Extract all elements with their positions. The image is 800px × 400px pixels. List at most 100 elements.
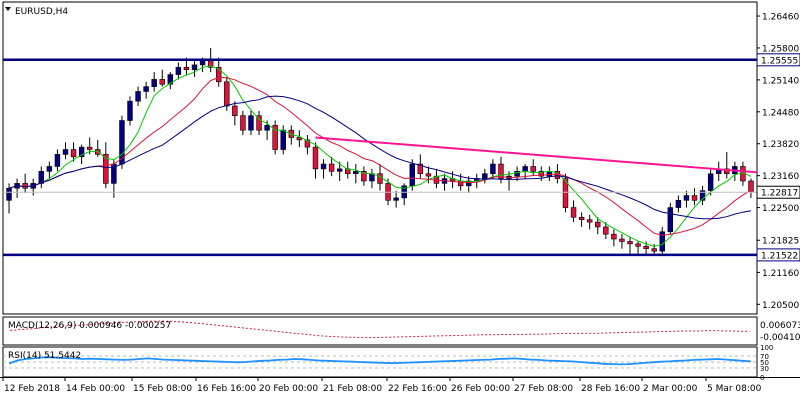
macd-tick-label: -0.004104 — [760, 333, 800, 343]
candle-body — [159, 79, 165, 85]
candle-body — [643, 245, 649, 249]
main-panel-frame — [2, 1, 758, 315]
current-price-label: 1.22817 — [761, 189, 798, 199]
candle-body — [586, 219, 593, 223]
candle-body — [603, 226, 609, 235]
candle-body — [70, 149, 77, 158]
macd-tick-label: 0.006073 — [760, 321, 800, 331]
price-tick-label: 1.25800 — [762, 44, 799, 54]
rsi-line — [8, 356, 751, 366]
rsi-tick-label: 50 — [760, 359, 769, 367]
time-tick-label: 21 Feb 08:00 — [323, 384, 382, 394]
candle-body — [183, 67, 190, 71]
candle-body — [224, 81, 230, 107]
candle-body — [627, 241, 633, 245]
candle-body — [151, 79, 157, 87]
time-tick-label: 26 Feb 00:00 — [451, 384, 510, 394]
candle-body — [675, 200, 682, 208]
moving-averages — [8, 65, 752, 247]
candle-body — [22, 183, 28, 189]
candle-body — [651, 248, 657, 252]
time-tick-label: 2 Mar 00:00 — [643, 384, 698, 394]
time-tick-label: 5 Mar 08:00 — [707, 384, 762, 394]
candle-body — [578, 216, 585, 220]
level-tag-0 — [756, 53, 800, 67]
candle-body — [167, 74, 174, 85]
price-tick-label: 1.20500 — [762, 301, 799, 311]
candle-body — [570, 207, 577, 218]
symbol-label: EURUSD,H4 — [15, 7, 68, 17]
candle-body — [361, 171, 367, 182]
candle-body — [336, 168, 343, 172]
price-tick-label: 1.23820 — [762, 140, 799, 150]
rsi-tick-label: 30 — [760, 365, 769, 373]
candle-body — [232, 105, 238, 116]
candle-body — [538, 171, 545, 177]
time-tick-label: 12 Feb 2018 — [4, 384, 60, 394]
time-tick-label: 14 Feb 00:00 — [66, 384, 125, 394]
chart-header: EURUSD,H4 — [5, 7, 68, 17]
resistance-trendline[interactable] — [315, 136, 758, 174]
ma-fast-line — [8, 65, 752, 247]
candle-body — [240, 115, 246, 131]
price-tick-label: 1.24480 — [762, 108, 799, 118]
time-tick-label: 16 Feb 16:00 — [197, 384, 256, 394]
ma-mid-line — [8, 76, 752, 236]
candle-body — [409, 163, 415, 187]
dropdown-triangle-icon[interactable] — [5, 7, 11, 11]
time-tick-label: 20 Feb 00:00 — [259, 384, 318, 394]
candle-body — [175, 67, 182, 75]
indicator-panels: MACD(12,26,9) 0.000946 -0.000257 0.006073… — [3, 320, 800, 382]
candle-body — [562, 178, 569, 208]
candle-body — [6, 187, 12, 201]
macd-panel-frame — [2, 316, 758, 346]
time-tick-label: 28 Feb 16:00 — [581, 384, 640, 394]
candle-body — [191, 64, 198, 71]
macd-label: MACD(12,26,9) 0.000946 -0.000257 — [8, 321, 171, 331]
price-tick-label: 1.26460 — [762, 13, 799, 23]
ma-slow-line — [8, 95, 752, 220]
candle-body — [215, 67, 222, 83]
candle-body — [127, 100, 133, 121]
candle-body — [619, 238, 625, 242]
candle-body — [54, 154, 61, 167]
candle-body — [312, 146, 319, 170]
rsi-tick-label: 0 — [760, 374, 764, 382]
candles — [6, 47, 754, 256]
candle-body — [280, 129, 286, 150]
candle-body — [320, 163, 327, 170]
price-tick-label: 1.25140 — [762, 76, 799, 86]
time-tick-label: 15 Feb 08:00 — [133, 384, 192, 394]
candle-body — [304, 139, 311, 148]
candle-body — [707, 173, 714, 191]
rsi-tick-label: 100 — [760, 344, 773, 352]
candle-body — [328, 163, 335, 172]
price-tick-label: 1.22500 — [762, 204, 799, 214]
candle-body — [425, 173, 432, 177]
candle-body — [611, 233, 617, 240]
candle-body — [417, 163, 424, 175]
candle-body — [256, 115, 262, 131]
candle-body — [482, 173, 488, 179]
time-tick-label: 22 Feb 16:00 — [388, 384, 447, 394]
candle-body — [699, 190, 706, 201]
rsi-label: RSI(14) 51.5442 — [8, 351, 81, 361]
candle-body — [691, 195, 698, 201]
candle-body — [522, 166, 528, 172]
candle-body — [465, 180, 472, 187]
level-label-0: 1.25555 — [761, 56, 798, 66]
price-tick-label: 1.21160 — [762, 269, 799, 279]
levels-and-trendline: 1.25555 1.21522 1.22817 — [3, 53, 800, 261]
candle-body — [498, 163, 504, 179]
candle-body — [62, 149, 69, 155]
panel-frames — [0, 1, 800, 378]
macd-signal-line — [10, 320, 750, 339]
candle-body — [377, 173, 383, 184]
candle-body — [667, 207, 674, 233]
candle-body — [393, 197, 399, 201]
candle-body — [724, 168, 730, 175]
candle-body — [264, 125, 270, 131]
candle-body — [635, 243, 641, 247]
